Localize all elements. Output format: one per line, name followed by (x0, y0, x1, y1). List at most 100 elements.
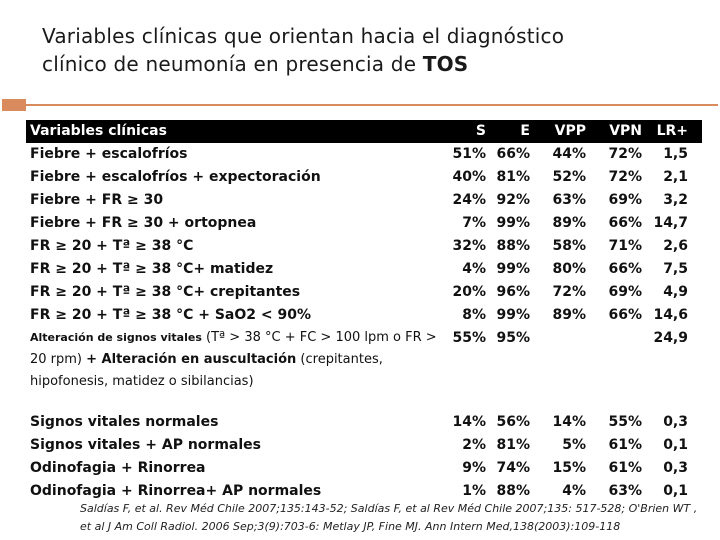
table-row: FR ≥ 20 + Tª ≥ 38 °C+ matidez 4% 99% 80%… (26, 258, 702, 281)
table-row: Fiebre + escalofríos + expectoración 40%… (26, 166, 702, 189)
row-vpn: 66% (608, 261, 642, 277)
row-vpp: 4% (562, 483, 586, 499)
table-row: Odinofagia + Rinorrea+ AP normales 1% 88… (26, 480, 702, 503)
composite-label: Alteración de signos vitales (Tª > 38 °C… (30, 327, 442, 393)
header-e: E (520, 123, 530, 139)
composite-label-part2: (Tª > 38 °C + FC > 100 lpm o FR > 20 rpm… (30, 330, 437, 367)
row-vpn: 66% (608, 307, 642, 323)
row-vpn: 55% (608, 414, 642, 430)
row-vpp: 63% (552, 192, 586, 208)
row-s: 40% (452, 169, 486, 185)
header-variables: Variables clínicas (30, 123, 167, 139)
row-lr: 14,7 (653, 215, 688, 231)
row-label: Odinofagia + Rinorrea (30, 460, 206, 476)
table-row: Signos vitales normales 14% 56% 14% 55% … (26, 411, 702, 434)
row-lr: 2,1 (663, 169, 688, 185)
references-footnote: Saldías F, et al. Rev Méd Chile 2007;135… (80, 502, 698, 533)
header-vpp: VPP (554, 123, 586, 139)
row-e: 99% (496, 307, 530, 323)
row-lr: 14,6 (653, 307, 688, 323)
row-label: FR ≥ 20 + Tª ≥ 38 °C + SaO2 < 90% (30, 307, 311, 323)
row-lr: 2,6 (663, 238, 688, 254)
clinical-variables-table: Variables clínicas S E VPP VPN LR+ Fiebr… (26, 120, 702, 503)
row-e: 66% (496, 146, 530, 162)
row-s: 20% (452, 284, 486, 300)
row-e: 88% (496, 483, 530, 499)
row-label: Signos vitales normales (30, 414, 219, 430)
row-vpp: 5% (562, 437, 586, 453)
row-e: 92% (496, 192, 530, 208)
accent-divider (26, 104, 718, 106)
row-vpn: 63% (608, 483, 642, 499)
row-lr: 24,9 (653, 330, 688, 346)
row-lr: 3,2 (663, 192, 688, 208)
row-lr: 4,9 (663, 284, 688, 300)
composite-label-part1: Alteración de signos vitales (30, 331, 202, 344)
row-lr: 7,5 (663, 261, 688, 277)
row-e: 56% (496, 414, 530, 430)
row-vpp: 14% (552, 414, 586, 430)
row-label: FR ≥ 20 + Tª ≥ 38 °C (30, 238, 194, 254)
row-s: 24% (452, 192, 486, 208)
row-vpp: 44% (552, 146, 586, 162)
slide-title: Variables clínicas que orientan hacia el… (42, 22, 682, 78)
row-label: Fiebre + escalofríos (30, 146, 188, 162)
row-vpp: 89% (552, 215, 586, 231)
row-vpn: 69% (608, 284, 642, 300)
table-row: FR ≥ 20 + Tª ≥ 38 °C 32% 88% 58% 71% 2,6 (26, 235, 702, 258)
row-vpn: 66% (608, 215, 642, 231)
accent-box (2, 99, 26, 111)
row-e: 99% (496, 215, 530, 231)
row-vpp: 58% (552, 238, 586, 254)
table-row: Fiebre + FR ≥ 30 + ortopnea 7% 99% 89% 6… (26, 212, 702, 235)
row-vpp: 80% (552, 261, 586, 277)
title-line-2-text: clínico de neumonía en presencia de (42, 52, 417, 76)
row-s: 55% (452, 330, 486, 346)
row-label: FR ≥ 20 + Tª ≥ 38 °C+ crepitantes (30, 284, 301, 300)
row-lr: 0,1 (663, 437, 688, 453)
header-s: S (475, 123, 486, 139)
row-label: Fiebre + FR ≥ 30 (30, 192, 164, 208)
row-e: 74% (496, 460, 530, 476)
table-row: Signos vitales + AP normales 2% 81% 5% 6… (26, 434, 702, 457)
row-vpp: 15% (552, 460, 586, 476)
row-s: 14% (452, 414, 486, 430)
row-s: 8% (462, 307, 486, 323)
row-vpp: 72% (552, 284, 586, 300)
row-s: 1% (462, 483, 486, 499)
table-row-composite: Alteración de signos vitales (Tª > 38 °C… (26, 327, 702, 393)
row-s: 51% (452, 146, 486, 162)
row-vpn: 69% (608, 192, 642, 208)
row-e: 95% (496, 330, 530, 346)
row-s: 9% (462, 460, 486, 476)
row-e: 96% (496, 284, 530, 300)
table-header-row: Variables clínicas S E VPP VPN LR+ (26, 120, 702, 143)
row-label: FR ≥ 20 + Tª ≥ 38 °C+ matidez (30, 261, 274, 277)
composite-label-part3: + Alteración en auscultación (86, 352, 297, 367)
row-s: 2% (462, 437, 486, 453)
row-label: Signos vitales + AP normales (30, 437, 261, 453)
table-row: Fiebre + escalofríos 51% 66% 44% 72% 1,5 (26, 143, 702, 166)
header-lr: LR+ (656, 123, 688, 139)
title-line-2: clínico de neumonía en presencia de TOS (42, 50, 682, 78)
header-vpn: VPN (609, 123, 642, 139)
row-vpp: 89% (552, 307, 586, 323)
row-e: 99% (496, 261, 530, 277)
row-s: 7% (462, 215, 486, 231)
row-e: 88% (496, 238, 530, 254)
row-lr: 0,3 (663, 460, 688, 476)
row-lr: 0,3 (663, 414, 688, 430)
row-vpn: 61% (608, 460, 642, 476)
row-vpn: 72% (608, 169, 642, 185)
row-lr: 0,1 (663, 483, 688, 499)
row-label: Fiebre + FR ≥ 30 + ortopnea (30, 215, 257, 231)
table-row: Odinofagia + Rinorrea 9% 74% 15% 61% 0,3 (26, 457, 702, 480)
row-lr: 1,5 (663, 146, 688, 162)
row-vpn: 61% (608, 437, 642, 453)
row-label: Fiebre + escalofríos + expectoración (30, 169, 321, 185)
row-vpn: 72% (608, 146, 642, 162)
table-row: FR ≥ 20 + Tª ≥ 38 °C+ crepitantes 20% 96… (26, 281, 702, 304)
composite-label-part4: (crepitantes, hipofonesis, matidez o sib… (30, 352, 383, 389)
row-vpp: 52% (552, 169, 586, 185)
row-e: 81% (496, 437, 530, 453)
